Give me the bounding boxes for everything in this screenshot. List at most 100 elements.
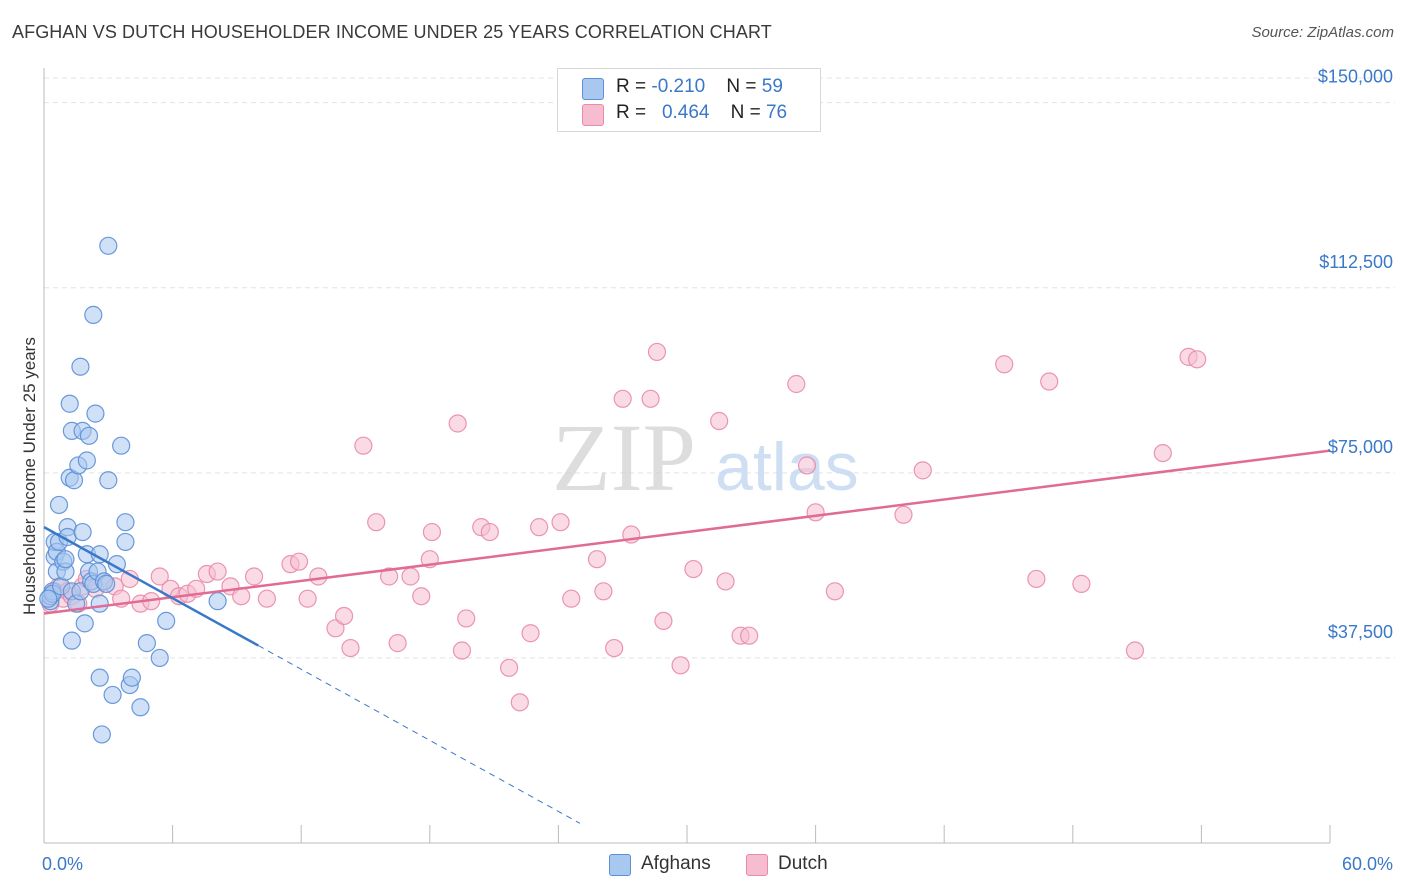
afghan-point bbox=[99, 471, 118, 490]
afghan-point bbox=[62, 631, 81, 650]
y-tick-label: $112,500 bbox=[1319, 252, 1393, 272]
bottom-legend-swatch-dutch bbox=[746, 854, 768, 876]
dutch-point bbox=[605, 638, 624, 658]
legend-swatch-afghan bbox=[582, 78, 604, 100]
dutch-point bbox=[1027, 569, 1046, 589]
x-tick-label-min: 0.0% bbox=[42, 854, 83, 874]
y-axis-label: Householder Income Under 25 years bbox=[20, 337, 39, 615]
x-tick-label-max: 60.0% bbox=[1342, 854, 1393, 874]
dutch-point bbox=[654, 611, 673, 631]
dutch-point bbox=[806, 503, 825, 522]
dutch-point bbox=[412, 587, 431, 606]
afghan-point bbox=[90, 668, 109, 687]
dutch-point bbox=[341, 638, 360, 658]
afghan-trend-extension bbox=[258, 645, 581, 824]
dutch-point bbox=[208, 562, 227, 581]
dutch-point bbox=[422, 522, 442, 542]
bottom-legend-label-dutch: Dutch bbox=[778, 853, 828, 874]
dutch-point bbox=[1125, 641, 1145, 660]
trend-lines bbox=[43, 449, 1331, 824]
dutch-point bbox=[641, 389, 660, 408]
legend-n-value-afghan: 59 bbox=[761, 76, 783, 97]
axes bbox=[43, 68, 1331, 844]
afghan-point bbox=[131, 698, 150, 717]
dutch-point bbox=[298, 589, 317, 608]
afghan-point bbox=[86, 404, 105, 423]
dutch-point bbox=[740, 626, 759, 645]
dutch-point bbox=[379, 567, 399, 586]
dutch-point bbox=[716, 572, 735, 591]
dutch-point bbox=[684, 559, 703, 579]
dutch-point bbox=[562, 589, 581, 608]
y-tick-label: $75,000 bbox=[1328, 437, 1393, 457]
afghan-point bbox=[90, 594, 109, 613]
grid-lines bbox=[44, 77, 1395, 659]
afghan-trend-line bbox=[43, 526, 259, 647]
watermark-zip: ZIP bbox=[552, 404, 696, 511]
legend-r-value-dutch: 0.464 bbox=[661, 102, 710, 123]
dutch-point bbox=[995, 355, 1014, 374]
afghan-point bbox=[122, 668, 141, 687]
afghan-point bbox=[39, 589, 58, 608]
dutch-point bbox=[913, 461, 932, 480]
afghan-point bbox=[208, 592, 227, 611]
dutch-point bbox=[787, 374, 806, 394]
dutch-point bbox=[326, 619, 345, 638]
afghan-point bbox=[150, 648, 169, 668]
legend: R = -0.210 N = 59 R = 0.464 N = 76 bbox=[557, 68, 821, 132]
afghan-point bbox=[77, 451, 96, 470]
afghan-point bbox=[103, 685, 122, 705]
afghan-points bbox=[39, 236, 227, 744]
dutch-point bbox=[367, 513, 386, 532]
y-tick-labels: $37,500 $75,000 $112,500 $150,000 bbox=[1318, 67, 1393, 642]
dutch-point bbox=[613, 389, 632, 408]
legend-n-value-dutch: 76 bbox=[765, 102, 788, 123]
dutch-point bbox=[448, 414, 467, 433]
dutch-point bbox=[257, 589, 277, 608]
dutch-point bbox=[587, 550, 607, 569]
dutch-point bbox=[797, 456, 817, 475]
dutch-point bbox=[457, 609, 476, 628]
afghan-point bbox=[71, 357, 90, 376]
chart-title: AFGHAN VS DUTCH HOUSEHOLDER INCOME UNDER… bbox=[12, 22, 772, 42]
afghan-point bbox=[84, 305, 103, 325]
dutch-point bbox=[594, 582, 613, 601]
legend-r-label: R = bbox=[616, 102, 652, 123]
legend-r-value-afghan: -0.210 bbox=[651, 76, 706, 97]
dutch-point bbox=[388, 634, 407, 653]
afghan-point bbox=[92, 725, 111, 744]
y-tick-label: $37,500 bbox=[1328, 622, 1393, 642]
dutch-point bbox=[1072, 574, 1091, 593]
afghan-point bbox=[97, 574, 116, 593]
dutch-point bbox=[1040, 372, 1059, 391]
bottom-legend-swatch-afghan bbox=[609, 854, 631, 876]
afghan-point bbox=[116, 532, 135, 552]
afghan-point bbox=[99, 236, 118, 255]
dutch-point bbox=[334, 606, 354, 626]
afghan-point bbox=[49, 495, 69, 515]
dutch-point bbox=[551, 513, 570, 532]
afghan-point bbox=[56, 550, 75, 569]
dutch-trend-line bbox=[43, 449, 1331, 615]
afghan-point bbox=[112, 436, 131, 455]
y-tick-label: $150,000 bbox=[1318, 67, 1393, 87]
afghan-point bbox=[157, 611, 176, 631]
dutch-point bbox=[1153, 443, 1172, 463]
dutch-point bbox=[289, 552, 309, 571]
afghan-point bbox=[75, 614, 94, 633]
dutch-point bbox=[1188, 350, 1207, 369]
afghan-point bbox=[116, 513, 135, 532]
dutch-points bbox=[41, 342, 1207, 712]
dutch-point bbox=[510, 693, 529, 712]
dutch-point bbox=[647, 342, 667, 362]
afghan-point bbox=[73, 522, 92, 542]
dutch-point bbox=[710, 411, 729, 431]
dutch-point bbox=[894, 505, 913, 524]
dutch-point bbox=[401, 567, 420, 586]
watermark-atlas: atlas bbox=[715, 429, 859, 505]
source-label: Source: ZipAtlas.com bbox=[1251, 24, 1394, 41]
legend-swatch-dutch bbox=[582, 104, 604, 126]
dutch-point bbox=[530, 518, 549, 537]
legend-n-label: N = bbox=[726, 76, 762, 97]
